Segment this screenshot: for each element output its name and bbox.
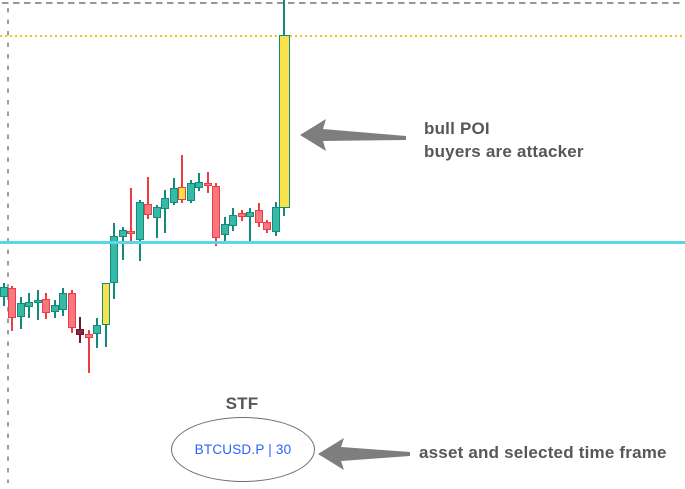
candle-body: [195, 182, 203, 188]
candle-body: [0, 287, 8, 297]
candle-wick: [87, 330, 90, 373]
candle-body: [135, 202, 144, 240]
candle-body: [144, 204, 152, 215]
candle-body: [237, 213, 246, 217]
candle-body: [169, 188, 178, 203]
bull-poi-line1: bull POI: [424, 119, 490, 138]
left-arrow-icon: [318, 438, 410, 470]
candle-body: [42, 299, 50, 313]
candle-body: [50, 305, 59, 312]
candle-body: [254, 210, 263, 223]
candle-body: [67, 293, 76, 328]
candle-body: [127, 231, 135, 234]
stf-label: STF: [225, 394, 259, 413]
candle-wick: [206, 172, 209, 193]
chart-top-dashed-border: [2, 2, 683, 4]
candle-body: [110, 236, 118, 283]
candle-wick: [164, 190, 166, 233]
candle-body: [271, 207, 280, 232]
candle-body: [118, 230, 127, 237]
asset-timeframe-annotation: asset and selected time frame: [419, 443, 667, 462]
candle-body: [76, 329, 84, 335]
candle-body: [263, 222, 271, 230]
candle-body: [84, 334, 93, 338]
candle-wick: [121, 227, 124, 260]
candle-body: [93, 325, 101, 334]
candle-body: [229, 215, 237, 226]
candle-body: [220, 224, 229, 235]
candle-body: [59, 293, 67, 310]
candle-wick: [130, 188, 132, 241]
breakout-solid-level: [0, 240, 685, 244]
bull-poi-line2: buyers are attacker: [424, 142, 584, 161]
candle-wick: [181, 155, 183, 203]
candle-body: [101, 283, 110, 325]
candle-body: [25, 302, 33, 307]
candle-body: [186, 183, 195, 201]
candle-body: [178, 187, 186, 200]
symbol-timeframe-text: BTCUSD.P | 30: [194, 442, 292, 457]
candle-wick: [249, 208, 251, 241]
symbol-timeframe-ellipse: BTCUSD.P | 30: [171, 417, 315, 482]
candle-wick: [147, 177, 149, 219]
candle-body: [33, 300, 42, 303]
candle-body: [203, 183, 212, 186]
chart-left-dashed-border: [7, 8, 9, 483]
candle-body: [8, 288, 16, 318]
candle-body: [161, 198, 169, 209]
candle-body: [16, 303, 25, 317]
candle-body: [278, 35, 290, 208]
bull-poi-annotation: bull POI buyers are attacker: [424, 117, 584, 163]
candle-body: [152, 207, 161, 218]
left-arrow-icon: [300, 119, 406, 151]
candle-body: [246, 212, 254, 217]
candle-wick: [36, 290, 39, 320]
candle-body: [212, 186, 220, 238]
target-dotted-level: [0, 34, 685, 37]
candle-wick: [155, 205, 158, 238]
